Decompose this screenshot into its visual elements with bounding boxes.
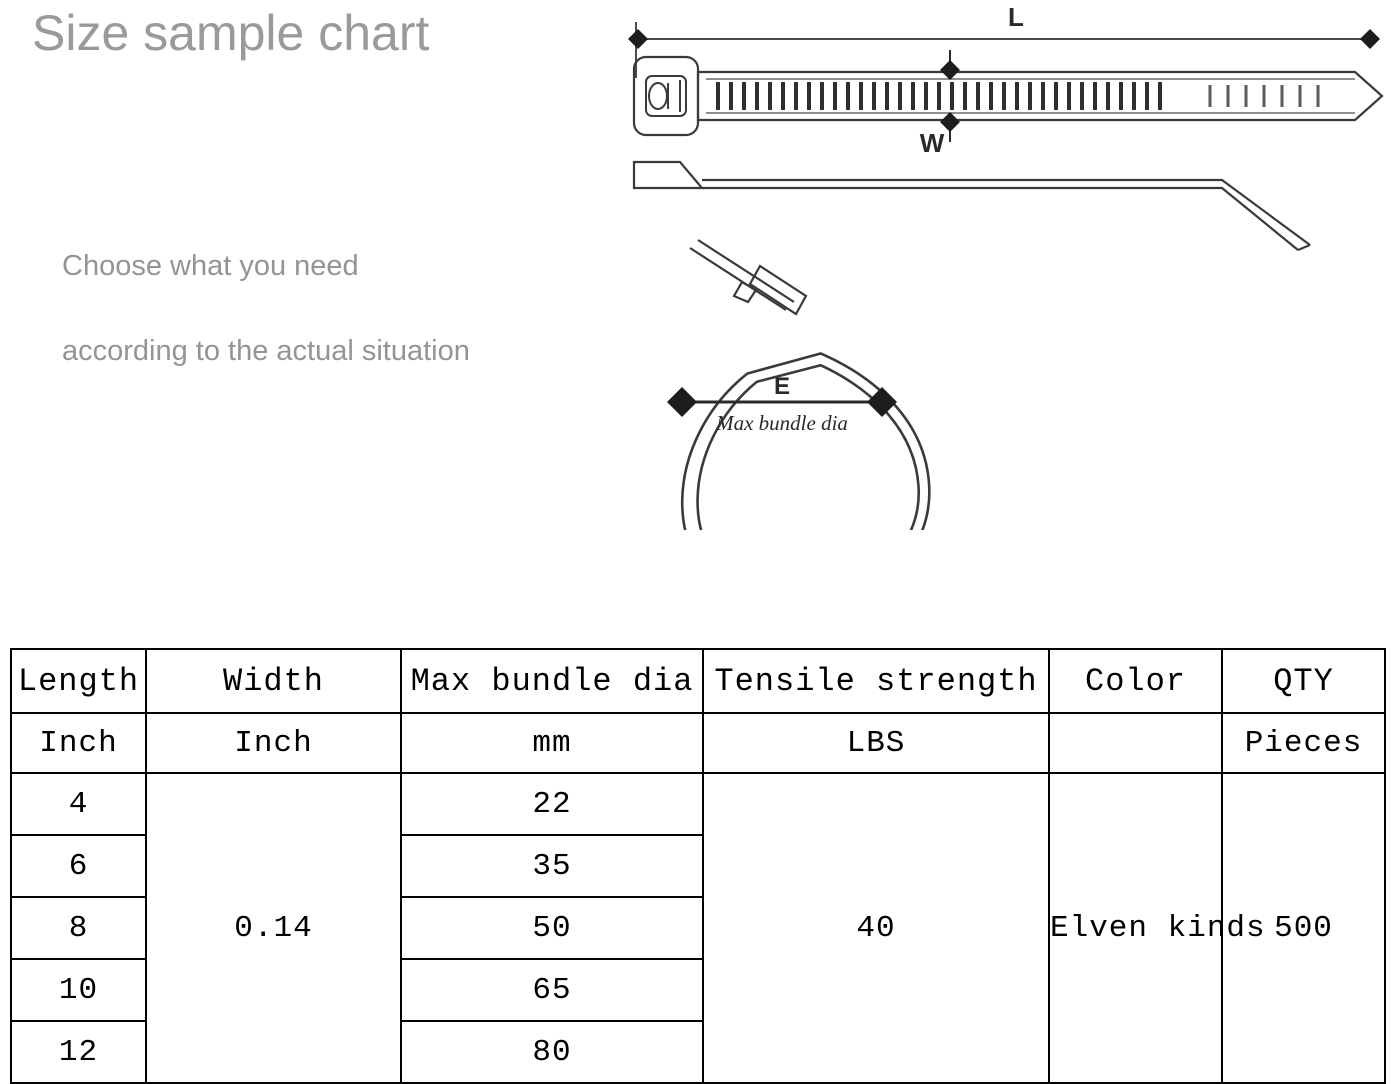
table-row: 8 50 [10, 896, 1385, 960]
header-width: Width [145, 648, 402, 714]
header-length: Length [10, 648, 147, 714]
cell-color-merged: Elven kinds [1048, 772, 1265, 1084]
header-tensile-strength: Tensile strength [702, 648, 1050, 714]
unit-width: Inch [145, 712, 402, 774]
table-unit-row: Inch Inch mm LBS Pieces [10, 712, 1386, 774]
width-dimension-label: W [920, 128, 945, 158]
tagline-line-1: Choose what you need [62, 250, 359, 282]
spec-table: Length Width Max bundle dia Tensile stre… [10, 648, 1386, 1084]
table-row: 10 65 [10, 958, 1385, 1022]
unit-tensile-strength: LBS [702, 712, 1050, 774]
cell-length: 10 [10, 958, 147, 1022]
cell-length: 8 [10, 896, 147, 960]
cell-qty-merged: 500 [1221, 772, 1386, 1084]
table-row: 6 35 [10, 834, 1385, 898]
cell-max-bundle-dia: 35 [400, 834, 704, 898]
cell-length: 6 [10, 834, 147, 898]
cable-tie-loop-view [680, 239, 931, 530]
cell-tensile-merged: 40 [702, 772, 1050, 1084]
cell-length: 12 [10, 1020, 147, 1084]
page-title: Size sample chart [32, 5, 430, 61]
unit-color [1048, 712, 1223, 774]
table-row: 4 0.14 22 40 Elven kinds 500 [10, 772, 1386, 1084]
unit-length: Inch [10, 712, 147, 774]
cable-tie-tail-ribs [1208, 85, 1320, 107]
unit-max-bundle-dia: mm [400, 712, 704, 774]
header-qty: QTY [1221, 648, 1386, 714]
length-dimension [628, 22, 1380, 78]
cell-max-bundle-dia: 65 [400, 958, 704, 1022]
cable-tie-flat-view [632, 55, 1384, 137]
cable-tie-side-view [632, 160, 1311, 252]
cell-max-bundle-dia: 50 [400, 896, 704, 960]
length-dimension-label: L [1008, 2, 1024, 32]
cell-width-merged: 0.14 [145, 772, 402, 1084]
bundle-diameter-caption: Max bundle dia [715, 411, 848, 435]
header-color: Color [1048, 648, 1223, 714]
unit-qty: Pieces [1221, 712, 1386, 774]
tagline-line-2: according to the actual situation [62, 335, 470, 367]
cell-length: 4 [10, 772, 147, 836]
bundle-diameter-label: E [774, 373, 790, 400]
cell-max-bundle-dia: 22 [400, 772, 704, 836]
table-header-row: Length Width Max bundle dia Tensile stre… [10, 648, 1386, 714]
cable-tie-diagram: L [610, 0, 1399, 530]
header-max-bundle-dia: Max bundle dia [400, 648, 704, 714]
cell-max-bundle-dia: 80 [400, 1020, 704, 1084]
cable-tie-teeth [716, 82, 1162, 110]
